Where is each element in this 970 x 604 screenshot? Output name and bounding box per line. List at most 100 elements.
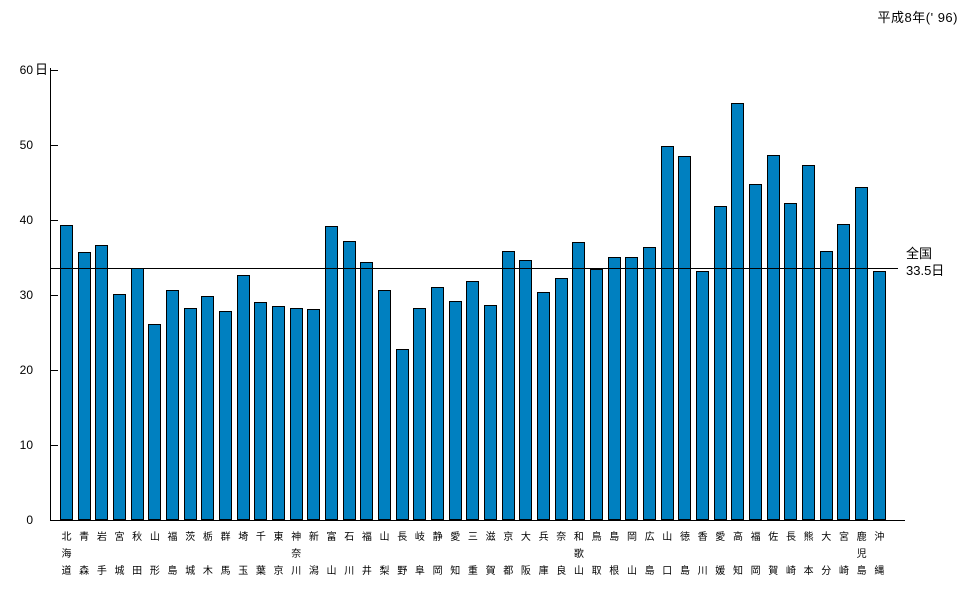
bar-兵庫	[537, 292, 551, 520]
prefecture-label: 佐賀	[766, 532, 781, 577]
prefecture-label: 山梨	[377, 532, 392, 577]
prefecture-label-char: 三	[467, 532, 478, 543]
prefecture-label: 群馬	[218, 532, 233, 577]
prefecture-label-char: 道	[61, 566, 72, 577]
prefecture-label-char: 岡	[626, 532, 637, 543]
prefecture-label-char: 東	[273, 532, 284, 543]
prefecture-label-char: 根	[609, 566, 620, 577]
prefecture-label-char: 阪	[520, 566, 531, 577]
y-tick	[50, 445, 58, 446]
prefecture-label-char: 葉	[255, 566, 266, 577]
prefecture-label-char: 愛	[715, 532, 726, 543]
bar-奈良	[554, 278, 568, 520]
prefecture-label-char: 福	[750, 532, 761, 543]
prefecture-label: 山形	[147, 532, 162, 577]
bar-三重	[466, 281, 480, 520]
bar-福岡	[749, 184, 763, 520]
prefecture-label-char: 宮	[838, 532, 849, 543]
bar-大分	[819, 251, 833, 520]
prefecture-label: 島根	[607, 532, 622, 577]
prefecture-label-char: 媛	[715, 566, 726, 577]
y-tick	[50, 520, 58, 521]
prefecture-label: 秋田	[130, 532, 145, 577]
prefecture-label: 広島	[642, 532, 657, 577]
bar-富山	[325, 226, 339, 520]
bar-千葉	[254, 302, 268, 520]
prefecture-label-char: 庫	[538, 566, 549, 577]
prefecture-label-char: 阜	[414, 566, 425, 577]
prefecture-label-char: 広	[644, 532, 655, 543]
bar-岩手	[95, 245, 109, 520]
bar-長野	[395, 349, 409, 520]
prefecture-label-char: 縄	[874, 566, 885, 577]
prefecture-label-char: 栃	[202, 532, 213, 543]
prefecture-label: 岐阜	[412, 532, 427, 577]
prefecture-label-char: 愛	[450, 532, 461, 543]
prefecture-label-char: 高	[732, 532, 743, 543]
bar-宮崎	[837, 224, 851, 520]
prefecture-label-char: 福	[167, 532, 178, 543]
bar-沖縄	[872, 271, 886, 520]
prefecture-label-char: 島	[644, 566, 655, 577]
bar-京都	[501, 251, 515, 520]
prefecture-label-char: 分	[821, 566, 832, 577]
prefecture-label: 熊本	[801, 532, 816, 577]
prefecture-label: 滋賀	[483, 532, 498, 577]
y-axis	[50, 68, 51, 521]
prefecture-label-char: 木	[202, 566, 213, 577]
prefecture-label-char: 大	[520, 532, 531, 543]
bar-熊本	[802, 165, 816, 520]
prefecture-label-char: 児	[856, 549, 867, 560]
prefecture-label: 神奈川	[289, 532, 304, 577]
bar-山梨	[378, 290, 392, 520]
prefecture-label-char: 大	[821, 532, 832, 543]
prefecture-label-char: 山	[326, 566, 337, 577]
bar-滋賀	[484, 305, 498, 520]
bar-岐阜	[413, 308, 427, 520]
prefecture-label-char: 群	[220, 532, 231, 543]
prefecture-label: 千葉	[253, 532, 268, 577]
prefecture-label: 埼玉	[236, 532, 251, 577]
prefecture-label-char: 玉	[238, 566, 249, 577]
prefecture-label: 奈良	[554, 532, 569, 577]
bar-埼玉	[236, 275, 250, 520]
prefecture-label-char: 山	[626, 566, 637, 577]
prefecture-label: 茨城	[183, 532, 198, 577]
prefecture-label: 新潟	[306, 532, 321, 577]
bar-山形	[148, 324, 162, 520]
prefecture-label-char: 都	[503, 566, 514, 577]
prefecture-label: 愛媛	[713, 532, 728, 577]
prefecture-label: 北海道	[59, 532, 74, 577]
prefecture-label-char: 神	[291, 532, 302, 543]
prefecture-label-char: 青	[79, 532, 90, 543]
prefecture-label-char: 山	[379, 532, 390, 543]
prefecture-label: 東京	[271, 532, 286, 577]
bar-北海道	[60, 225, 73, 520]
prefecture-label: 長崎	[783, 532, 798, 577]
prefecture-label: 鹿児島	[854, 532, 869, 577]
bar-和歌山	[572, 242, 586, 520]
prefecture-label: 福島	[165, 532, 180, 577]
prefecture-label: 栃木	[200, 532, 215, 577]
prefecture-label-char: 山	[573, 566, 584, 577]
prefecture-label-char: 知	[732, 566, 743, 577]
prefecture-label-char: 歌	[573, 549, 584, 560]
y-tick	[50, 70, 58, 71]
prefecture-label-char: 岡	[432, 566, 443, 577]
prefecture-label: 長野	[395, 532, 410, 577]
prefecture-label-char: 梨	[379, 566, 390, 577]
prefecture-label-char: 北	[61, 532, 72, 543]
prefecture-label-char: 野	[397, 566, 408, 577]
prefecture-label-char: 崎	[785, 566, 796, 577]
prefecture-label: 鳥取	[589, 532, 604, 577]
chart-title: 平成8年(' 96)	[877, 10, 958, 25]
y-axis-unit-label: 日	[35, 62, 49, 77]
national-average-label-line1: 全国	[906, 246, 933, 261]
prefecture-label-char: 茨	[185, 532, 196, 543]
prefecture-label-char: 千	[255, 532, 266, 543]
prefecture-label-char: 長	[397, 532, 408, 543]
y-tick-label: 40	[19, 213, 33, 227]
prefecture-label-char: 奈	[291, 549, 302, 560]
prefecture-label: 徳島	[677, 532, 692, 577]
